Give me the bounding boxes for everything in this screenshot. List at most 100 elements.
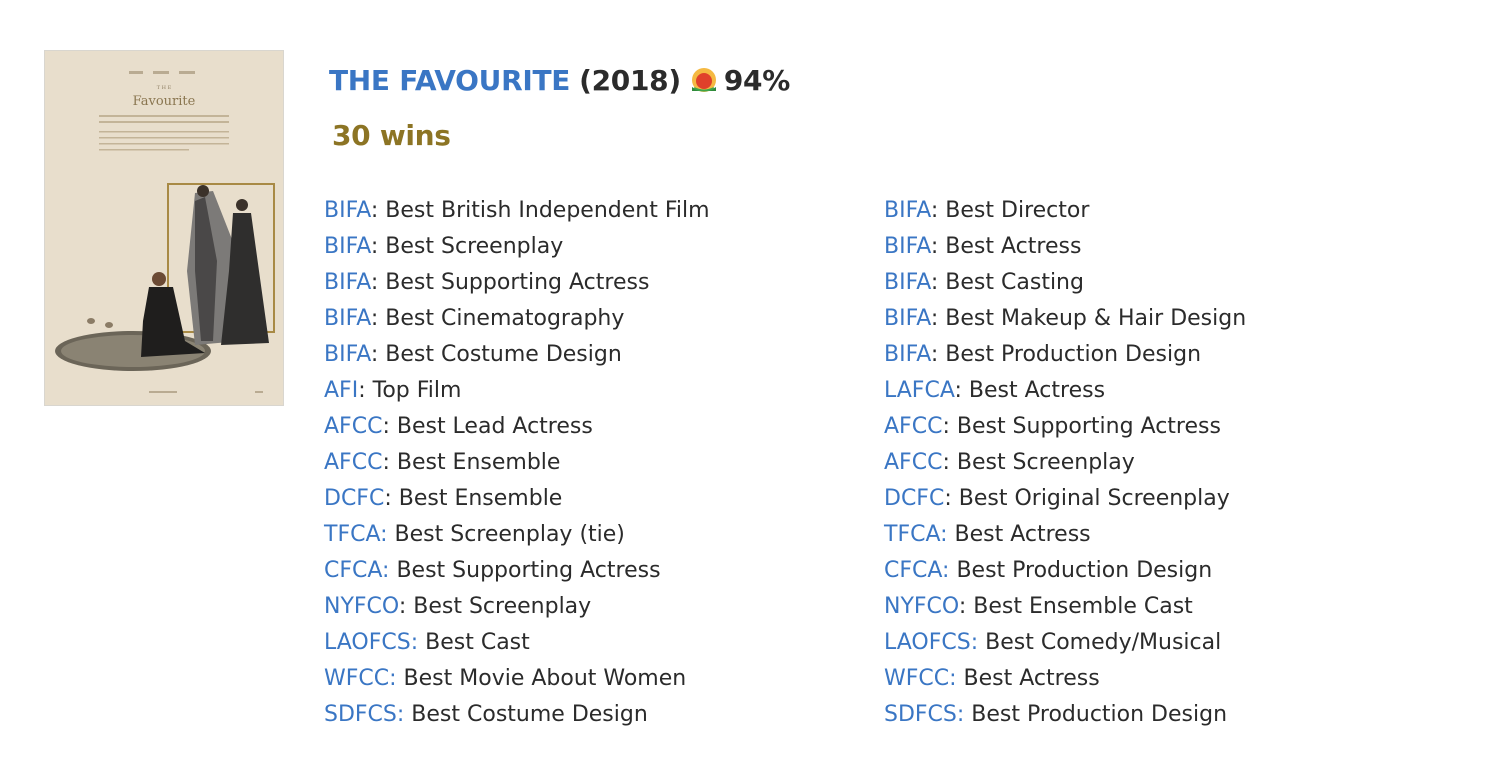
- award-separator: :: [942, 450, 950, 475]
- award-item: TFCA: Best Actress: [884, 517, 1444, 553]
- award-name: Best Production Design: [949, 558, 1213, 583]
- award-org-link[interactable]: BIFA: [324, 342, 371, 367]
- award-separator: :: [382, 414, 390, 439]
- movie-header: THE FAVOURITE (2018) 94%: [329, 60, 790, 100]
- award-name: Best Comedy/Musical: [978, 630, 1222, 655]
- award-item: AFCC: Best Ensemble: [324, 445, 844, 481]
- award-name: Best Ensemble: [391, 486, 563, 511]
- award-name: Top Film: [365, 378, 462, 403]
- award-org-link[interactable]: LAOFCS:: [324, 630, 419, 655]
- award-org-link[interactable]: LAOFCS:: [884, 630, 979, 655]
- award-name: Best Makeup & Hair Design: [938, 306, 1247, 331]
- award-org-link[interactable]: BIFA: [884, 306, 931, 331]
- award-org-link[interactable]: BIFA: [884, 234, 931, 259]
- award-name: Best Cast: [418, 630, 530, 655]
- award-separator: :: [930, 306, 939, 331]
- award-item: AFCC: Best Supporting Actress: [884, 409, 1444, 445]
- award-org-link[interactable]: AFCC: [324, 414, 383, 439]
- award-org-link[interactable]: AFCC: [324, 450, 383, 475]
- award-name: Best Ensemble Cast: [966, 594, 1193, 619]
- award-name: Best Movie About Women: [396, 666, 687, 691]
- award-name: Best Production Design: [938, 342, 1202, 367]
- award-name: Best Supporting Actress: [949, 414, 1221, 439]
- award-item: CFCA: Best Supporting Actress: [324, 553, 844, 589]
- award-org-link[interactable]: DCFC: [884, 486, 945, 511]
- award-org-link[interactable]: BIFA: [884, 270, 931, 295]
- award-name: Best Production Design: [964, 702, 1228, 727]
- award-name: Best Ensemble: [389, 450, 561, 475]
- award-item: BIFA: Best Supporting Actress: [324, 265, 844, 301]
- poster-title: Favourite: [133, 94, 196, 109]
- award-item: AFCC: Best Lead Actress: [324, 409, 844, 445]
- award-item: BIFA: Best Director: [884, 193, 1444, 229]
- award-name: Best Lead Actress: [389, 414, 593, 439]
- award-org-link[interactable]: TFCA:: [324, 522, 388, 547]
- award-org-link[interactable]: BIFA: [884, 198, 931, 223]
- award-name: Best Original Screenplay: [951, 486, 1230, 511]
- award-item: BIFA: Best British Independent Film: [324, 193, 844, 229]
- award-org-link[interactable]: LAFCA: [884, 378, 955, 403]
- award-item: DCFC: Best Ensemble: [324, 481, 844, 517]
- score-value: 94%: [723, 63, 790, 97]
- award-org-link[interactable]: BIFA: [324, 306, 371, 331]
- award-org-link[interactable]: TFCA:: [884, 522, 948, 547]
- award-name: Best Screenplay: [406, 594, 592, 619]
- award-separator: :: [370, 270, 379, 295]
- award-item: DCFC: Best Original Screenplay: [884, 481, 1444, 517]
- award-item: LAOFCS: Best Comedy/Musical: [884, 625, 1444, 661]
- award-item: NYFCO: Best Screenplay: [324, 589, 844, 625]
- awards-list-left: BIFA: Best British Independent Film BIFA:…: [324, 193, 844, 733]
- award-name: Best Actress: [938, 234, 1082, 259]
- award-org-link[interactable]: NYFCO: [884, 594, 959, 619]
- award-org-link[interactable]: AFI: [324, 378, 359, 403]
- award-separator: :: [370, 306, 379, 331]
- award-org-link[interactable]: CFCA:: [324, 558, 390, 583]
- awards-list-right: BIFA: Best Director BIFA: Best Actress BIF…: [884, 193, 1444, 733]
- svg-text:T H E: T H E: [157, 85, 172, 91]
- award-name: Best Cinematography: [378, 306, 625, 331]
- award-item: BIFA: Best Production Design: [884, 337, 1444, 373]
- movie-title-link[interactable]: THE FAVOURITE: [329, 63, 571, 97]
- award-org-link[interactable]: CFCA:: [884, 558, 950, 583]
- award-item: BIFA: Best Costume Design: [324, 337, 844, 373]
- movie-year: (2018): [579, 63, 681, 97]
- award-item: WFCC: Best Movie About Women: [324, 661, 844, 697]
- award-name: Best Supporting Actress: [378, 270, 650, 295]
- award-item: BIFA: Best Makeup & Hair Design: [884, 301, 1444, 337]
- poster-image: T H E Favourite: [45, 51, 283, 405]
- award-name: Best Actress: [956, 666, 1100, 691]
- movie-poster[interactable]: T H E Favourite: [44, 50, 284, 406]
- fresh-tomato-icon: [689, 65, 719, 95]
- award-org-link[interactable]: NYFCO: [324, 594, 399, 619]
- award-org-link[interactable]: BIFA: [324, 270, 371, 295]
- award-name: Best Casting: [938, 270, 1084, 295]
- award-separator: :: [370, 342, 379, 367]
- award-org-link[interactable]: BIFA: [324, 234, 371, 259]
- award-separator: :: [942, 414, 950, 439]
- award-item: AFI: Top Film: [324, 373, 844, 409]
- award-separator: :: [370, 234, 379, 259]
- award-name: Best Screenplay (tie): [387, 522, 625, 547]
- award-separator: :: [358, 378, 366, 403]
- award-org-link[interactable]: SDFCS:: [884, 702, 965, 727]
- award-org-link[interactable]: SDFCS:: [324, 702, 405, 727]
- award-org-link[interactable]: BIFA: [884, 342, 931, 367]
- award-separator: :: [958, 594, 967, 619]
- award-org-link[interactable]: WFCC:: [884, 666, 957, 691]
- award-org-link[interactable]: AFCC: [884, 414, 943, 439]
- award-item: AFCC: Best Screenplay: [884, 445, 1444, 481]
- award-org-link[interactable]: DCFC: [324, 486, 385, 511]
- award-item: TFCA: Best Screenplay (tie): [324, 517, 844, 553]
- award-separator: :: [370, 198, 379, 223]
- award-org-link[interactable]: WFCC:: [324, 666, 397, 691]
- award-name: Best British Independent Film: [378, 198, 710, 223]
- award-item: BIFA: Best Casting: [884, 265, 1444, 301]
- award-item: BIFA: Best Actress: [884, 229, 1444, 265]
- award-org-link[interactable]: BIFA: [324, 198, 371, 223]
- award-separator: :: [954, 378, 962, 403]
- award-separator: :: [930, 270, 939, 295]
- award-separator: :: [398, 594, 407, 619]
- award-separator: :: [930, 234, 939, 259]
- award-org-link[interactable]: AFCC: [884, 450, 943, 475]
- award-name: Best Costume Design: [378, 342, 622, 367]
